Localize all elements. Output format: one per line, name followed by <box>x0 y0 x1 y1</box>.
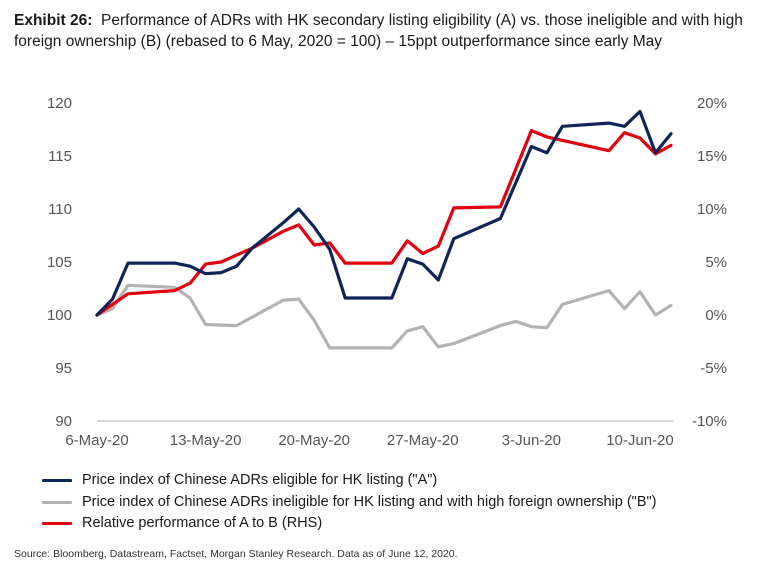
y-right-tick-label: 10% <box>697 201 727 218</box>
exhibit-label: Exhibit 26: <box>14 12 93 29</box>
legend-item: Price index of Chinese ADRs eligible for… <box>42 470 656 492</box>
x-tick-label: 13-May-20 <box>170 432 242 449</box>
x-tick-label: 20-May-20 <box>278 432 350 449</box>
y-left-tick-label: 95 <box>55 360 72 377</box>
y-right-tick-label: 20% <box>697 95 727 112</box>
y-left-tick-label: 90 <box>55 413 72 430</box>
line-chart: 6-May-20 13-May-20 20-May-20 27-May-20 3-Jun… <box>47 95 727 449</box>
y-left-tick-label: 115 <box>48 148 72 165</box>
exhibit-text: Performance of ADRs with HK secondary li… <box>14 12 743 50</box>
chart-title: Exhibit 26: Performance of ADRs with HK … <box>14 10 749 52</box>
legend-label: Price index of Chinese ADRs eligible for… <box>82 472 438 488</box>
legend-item: Relative performance of A to B (RHS) <box>42 513 656 535</box>
chart-series <box>95 109 673 350</box>
y-right-tick-label: -10% <box>692 413 727 430</box>
series-line-2 <box>95 129 673 317</box>
chart-legend: Price index of Chinese ADRs eligible for… <box>42 470 656 535</box>
x-tick-label: 3-Jun-20 <box>502 432 561 449</box>
y-left-tick-label: 110 <box>48 201 72 218</box>
y-right-tick-label: 15% <box>697 148 727 165</box>
x-tick-label: 6-May-20 <box>65 432 128 449</box>
x-tick-label: 27-May-20 <box>387 432 459 449</box>
legend-swatch <box>42 522 72 526</box>
y-right-tick-label: -5% <box>700 360 727 377</box>
y-right-tick-label: 5% <box>705 254 727 271</box>
y-left-tick-label: 100 <box>47 307 72 324</box>
legend-label: Price index of Chinese ADRs ineligible f… <box>82 493 657 510</box>
legend-item: Price index of Chinese ADRs ineligible f… <box>42 492 656 514</box>
series-line-1 <box>95 283 673 350</box>
legend-swatch <box>42 479 72 483</box>
chart-axes: 6-May-20 13-May-20 20-May-20 27-May-20 3-Jun… <box>47 95 727 449</box>
series-line-0 <box>95 109 673 317</box>
legend-label: Relative performance of A to B (RHS) <box>82 515 323 531</box>
y-left-tick-label: 105 <box>47 254 72 271</box>
x-tick-label: 10-Jun-20 <box>606 432 674 449</box>
y-right-tick-label: 0% <box>705 307 727 324</box>
source-note: Source: Bloomberg, Datastream, Factset, … <box>14 548 458 560</box>
legend-swatch <box>42 500 72 504</box>
y-left-tick-label: 120 <box>47 95 72 112</box>
